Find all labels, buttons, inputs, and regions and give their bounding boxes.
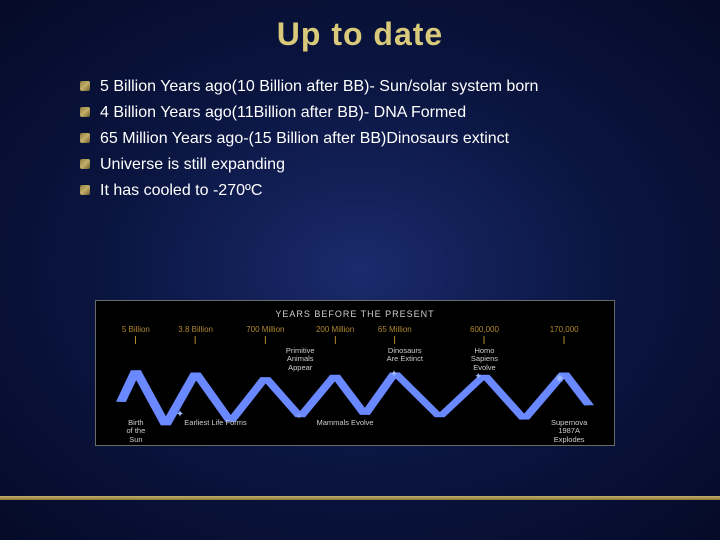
- bullet-item: 4 Billion Years ago(11Billion after BB)-…: [80, 101, 720, 125]
- bullet-icon: [80, 107, 90, 117]
- timeline-event-label: Supernova1987AExplodes: [551, 419, 587, 444]
- bullet-text: Universe is still expanding: [100, 153, 285, 177]
- timeline-event-label: HomoSapiensEvolve: [471, 347, 498, 372]
- timeline-tick: 3.8 Billion: [178, 325, 213, 344]
- bullet-list: 5 Billion Years ago(10 Billion after BB)…: [80, 75, 720, 203]
- timeline-event-label: Earliest Life Forms: [184, 419, 247, 427]
- timeline-tick: 65 Million: [378, 325, 412, 344]
- timeline-event-label: PrimitiveAnimalsAppear: [286, 347, 315, 372]
- bullet-text: 5 Billion Years ago(10 Billion after BB)…: [100, 75, 538, 99]
- bullet-text: 4 Billion Years ago(11Billion after BB)-…: [100, 101, 466, 125]
- bullet-item: 65 Million Years ago-(15 Billion after B…: [80, 127, 720, 151]
- bullet-item: It has cooled to -270ºC: [80, 179, 720, 203]
- timeline-tick: 5 Billion: [122, 325, 150, 344]
- star-icon: ✦: [475, 371, 483, 382]
- bullet-icon: [80, 185, 90, 195]
- star-icon: ✦: [176, 409, 184, 420]
- bullet-item: 5 Billion Years ago(10 Billion after BB)…: [80, 75, 720, 99]
- star-icon: ✦: [390, 369, 398, 380]
- timeline-event-label: Birthof theSun: [126, 419, 145, 444]
- timeline-tick: 200 Million: [316, 325, 354, 344]
- bullet-text: It has cooled to -270ºC: [100, 179, 262, 203]
- timeline-tick: 170,000: [550, 325, 579, 344]
- footer-divider: [0, 496, 720, 500]
- timeline-chart: Birthof theSunEarliest Life FormsPrimiti…: [106, 361, 604, 431]
- star-icon: ✧: [295, 411, 303, 422]
- bullet-icon: [80, 81, 90, 91]
- timeline-tick: 600,000: [470, 325, 499, 344]
- bullet-icon: [80, 133, 90, 143]
- timeline-figure: YEARS BEFORE THE PRESENT 5 Billion 3.8 Bi…: [95, 300, 615, 446]
- timeline-heading: YEARS BEFORE THE PRESENT: [106, 309, 604, 319]
- timeline-tick: 700 Million: [246, 325, 284, 344]
- star-icon: ✷: [554, 371, 565, 387]
- timeline-event-label: DinosaursAre Extinct: [387, 347, 423, 364]
- slide-title: Up to date: [0, 0, 720, 53]
- timeline-ticks: 5 Billion 3.8 Billion 700 Million 200 Milli…: [106, 325, 604, 357]
- bullet-item: Universe is still expanding: [80, 153, 720, 177]
- timeline-event-label: Mammals Evolve: [316, 419, 373, 427]
- bullet-text: 65 Million Years ago-(15 Billion after B…: [100, 127, 509, 151]
- bullet-icon: [80, 159, 90, 169]
